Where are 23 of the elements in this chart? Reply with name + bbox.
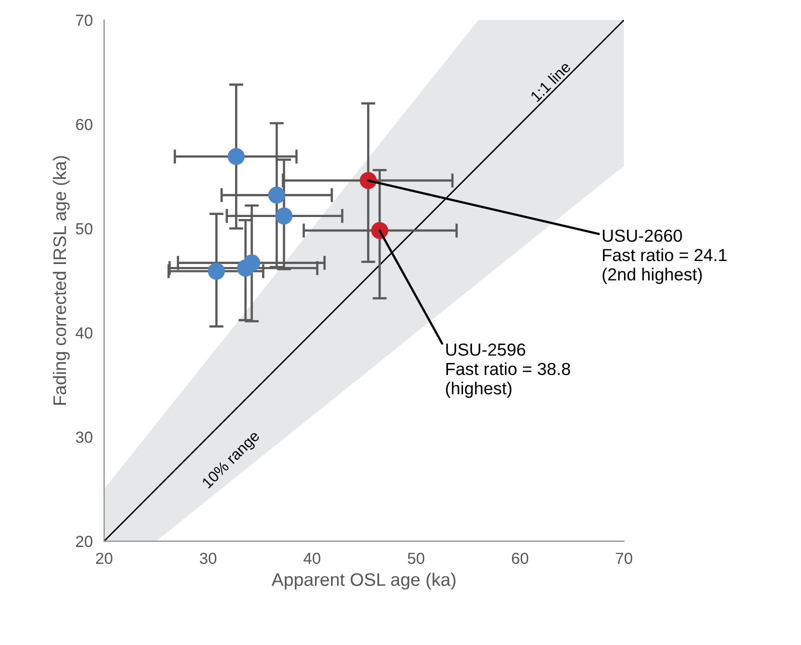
y-tick-label: 70 (76, 14, 92, 26)
y-tick-label: 30 (76, 432, 92, 443)
annotation: USU-2596 Fast ratio = 38.8 (highest) (446, 344, 570, 398)
y-tick-label: 20 (76, 536, 92, 548)
point (275, 207, 292, 224)
annotation: 1:1 line (530, 60, 572, 102)
x-tick-label: 60 (512, 552, 528, 564)
x-tick-label: 20 (96, 552, 112, 564)
point (228, 148, 245, 166)
x-tick-label: 30 (200, 552, 216, 564)
x-tick-label: 40 (304, 552, 320, 564)
x-axis-title: Apparent OSL age (ka) (272, 572, 456, 590)
y-tick-label: 40 (76, 327, 92, 339)
y-tick-label: 60 (76, 118, 92, 130)
annotation: USU-2660 Fast ratio = 24.1 (2nd highest) (602, 230, 727, 284)
y-tick-label: 50 (76, 223, 92, 234)
y-axis-title: Fading corrected IRSL age (ka) (52, 156, 70, 405)
point (371, 222, 388, 240)
point (208, 262, 225, 280)
point (268, 186, 286, 204)
x-tick-label: 50 (408, 552, 424, 564)
point (243, 254, 260, 272)
x-tick-label: 70 (616, 552, 632, 564)
